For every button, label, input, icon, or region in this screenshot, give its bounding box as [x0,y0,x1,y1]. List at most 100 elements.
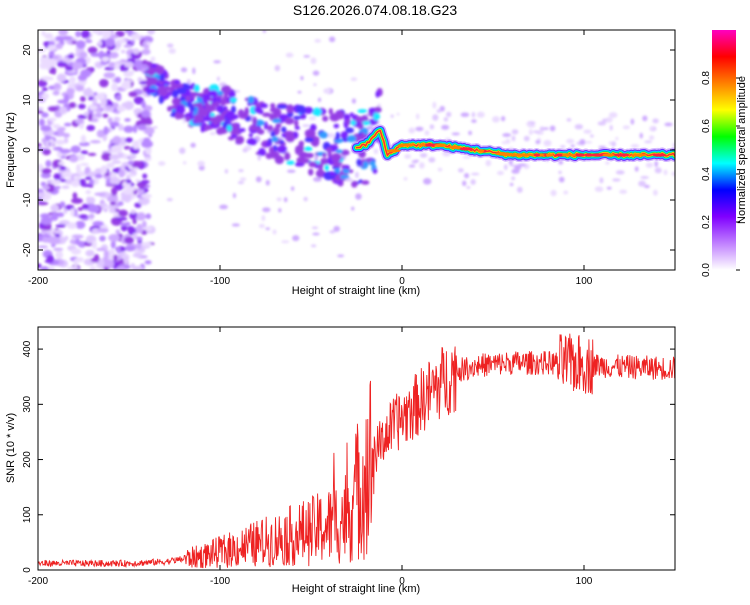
heatmap-noise [38,0,675,270]
heatmap-cell [129,211,138,220]
heatmap-cell [258,108,264,115]
heatmap-cell [664,122,673,127]
heatmap-cell [74,118,85,125]
heatmap-cell [80,162,89,167]
heatmap-cell [265,142,272,147]
heatmap-cell [313,83,317,86]
heatmap-cell [268,146,275,154]
heatmap-cell [101,152,113,161]
heatmap-cell [294,145,300,155]
heatmap-cell [108,61,116,69]
heatmap-cell [59,178,67,183]
heatmap-cell [75,257,84,263]
y-tick-label: -20 [22,242,33,257]
heatmap-cell [558,170,562,175]
heatmap-cell [599,177,604,184]
heatmap-cell [223,91,228,100]
heatmap-cell [88,196,96,204]
heatmap-cell [112,135,122,145]
heatmap-cell [650,125,654,130]
heatmap-cell [103,250,110,258]
heatmap-cell [539,126,545,132]
heatmap-cell [259,223,265,229]
heatmap-cell [131,265,144,270]
heatmap-cell [42,185,50,190]
heatmap-cell [247,96,255,104]
heatmap-cell [78,178,87,187]
heatmap-cell [579,139,586,146]
heatmap-cell [275,123,282,129]
heatmap-cell [303,106,314,114]
heatmap-cell [566,138,575,144]
heatmap-cell [109,121,120,127]
heatmap-cell [123,79,133,84]
heatmap-cell [53,83,61,90]
heatmap-cell [361,180,370,185]
snr-series [38,333,675,569]
heatmap-cell [313,176,322,182]
colorbar-tick-label: 0.4 [701,167,712,181]
heatmap-cell [334,174,341,183]
heatmap-cell [168,48,176,54]
heatmap-cell [346,118,352,126]
heatmap-cell [304,152,314,159]
heatmap-hotspot [561,153,574,157]
heatmap-cell [408,127,416,134]
heatmap-cell [81,30,91,39]
heatmap-cell [350,120,357,126]
heatmap-cell [271,136,279,143]
heatmap-cell [608,141,612,145]
heatmap-cell [84,176,92,181]
heatmap-cell [100,61,107,65]
heatmap-cell [123,255,129,265]
heatmap-cell [136,212,146,221]
heatmap-cell [238,169,244,173]
heatmap-cell [204,0,210,6]
heatmap-cell [174,79,181,85]
heatmap-cell [78,103,86,110]
heatmap-cell [98,258,105,268]
heatmap-cell [105,37,116,47]
heatmap-cell [230,97,237,103]
heatmap-cell [517,163,527,167]
heatmap-cell [106,162,115,169]
heatmap-cell [88,179,95,185]
heatmap-cell [114,76,122,84]
heatmap-cell [120,222,128,227]
snr-line [38,333,675,569]
heatmap-cell [41,112,49,118]
y-tick-label: 20 [22,44,33,56]
heatmap-cell [663,169,668,176]
heatmap-cell [180,67,188,73]
heatmap-cell [240,21,247,25]
heatmap-cell [137,124,147,131]
heatmap-cell [89,265,96,270]
heatmap-hotspot [522,153,531,157]
heatmap-cell [141,110,151,118]
heatmap-cell [186,101,192,108]
heatmap-cell [644,140,652,144]
x-tick-label: 100 [576,576,593,587]
heatmap-cell [224,169,229,174]
heatmap-cell [89,105,98,111]
y-tick-label: 400 [22,340,33,357]
heatmap-cell [263,121,268,130]
heatmap-cell [94,173,103,179]
heatmap-cell [59,148,72,154]
heatmap-cell [516,186,523,193]
heatmap-cell [645,162,654,168]
heatmap-cell [132,140,140,150]
heatmap-cell [75,30,82,38]
chart-title: S126.2026.074.08.18.G23 [293,2,457,18]
heatmap-cell [276,104,288,109]
heatmap-cell [415,126,424,132]
heatmap-cell [451,132,460,136]
heatmap-cell [141,100,146,109]
heatmap-cell [220,98,227,106]
heatmap-cell [130,209,136,214]
heatmap-cell [39,56,50,64]
heatmap-cell [198,165,205,171]
heatmap-cell [396,112,400,116]
heatmap-cell [140,242,152,247]
